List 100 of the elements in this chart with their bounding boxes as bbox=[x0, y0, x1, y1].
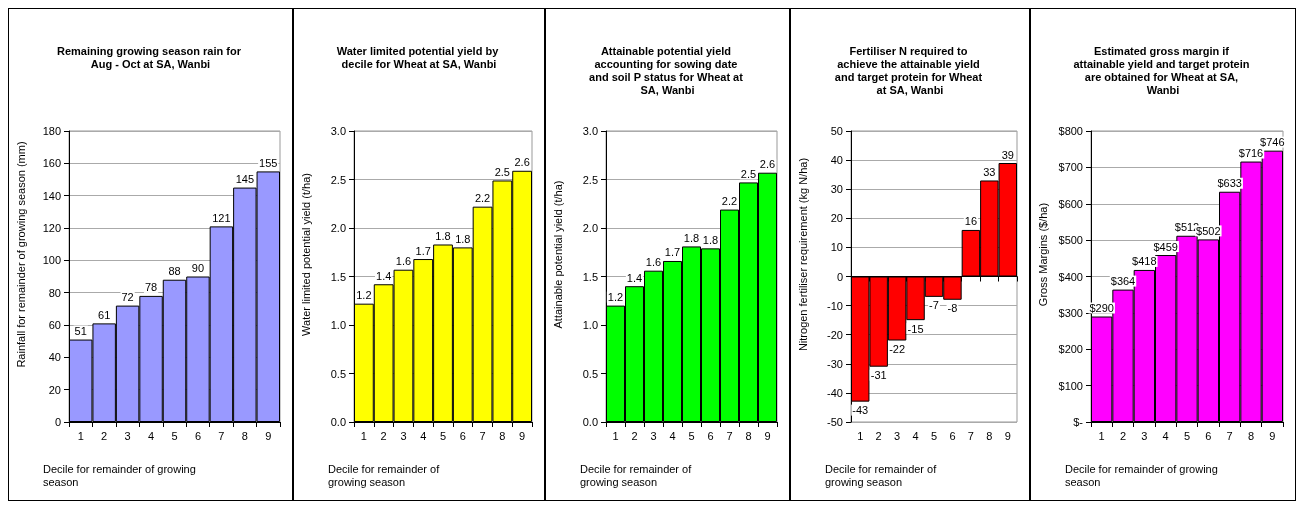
y-tick-label: -20 bbox=[827, 328, 843, 341]
data-label: 2.6 bbox=[514, 156, 530, 169]
data-label: $633 bbox=[1217, 177, 1242, 190]
data-label: -15 bbox=[907, 322, 924, 335]
data-label: -8 bbox=[947, 302, 958, 315]
y-tick-label: 2.5 bbox=[582, 173, 598, 186]
x-tick-label: 2 bbox=[875, 429, 882, 442]
x-axis-title: Decile for remainder of growing season bbox=[328, 462, 443, 488]
chart-title: Water limited potential yield by decile for Wheat at SA, Wanbi bbox=[336, 44, 502, 70]
y-tick-label: 100 bbox=[42, 254, 61, 267]
data-label: 51 bbox=[74, 325, 87, 338]
x-tick-label: 4 bbox=[912, 429, 919, 442]
data-label: $418 bbox=[1132, 255, 1157, 268]
data-label: 88 bbox=[168, 265, 181, 278]
y-tick-label: 1.0 bbox=[582, 319, 598, 331]
data-label: 1.4 bbox=[626, 271, 643, 284]
data-label: -7 bbox=[929, 299, 939, 312]
data-label: 1.6 bbox=[645, 256, 662, 269]
y-tick-label: 2.0 bbox=[330, 222, 346, 234]
x-tick-label: 3 bbox=[1141, 429, 1148, 442]
y-axis-title: Gross Margins ($/ha) bbox=[1036, 202, 1049, 307]
x-tick-label: 6 bbox=[949, 429, 956, 442]
x-tick-label: 2 bbox=[380, 429, 387, 442]
x-tick-label: 4 bbox=[420, 429, 427, 442]
y-tick-label: 180 bbox=[42, 125, 61, 137]
y-tick-label: 1.0 bbox=[330, 319, 346, 331]
x-tick-label: 9 bbox=[519, 429, 526, 442]
x-tick-label: 6 bbox=[194, 429, 202, 442]
data-label: 2.6 bbox=[759, 158, 776, 171]
x-tick-label: 7 bbox=[1226, 429, 1233, 442]
y-tick-label: 20 bbox=[48, 383, 61, 396]
x-tick-label: 5 bbox=[688, 429, 695, 442]
y-tick-label: $- bbox=[1073, 416, 1084, 428]
x-tick-label: 5 bbox=[171, 429, 178, 442]
y-tick-label: $800 bbox=[1058, 125, 1083, 137]
data-label: 2.2 bbox=[474, 192, 491, 205]
y-tick-label: $300 bbox=[1058, 306, 1083, 319]
data-label: $746 bbox=[1260, 136, 1285, 149]
x-tick-label: 6 bbox=[459, 429, 466, 442]
y-tick-label: 40 bbox=[830, 154, 843, 167]
data-label: -31 bbox=[870, 369, 887, 382]
x-tick-label: 4 bbox=[147, 429, 155, 442]
x-tick-label: 8 bbox=[241, 429, 248, 442]
y-tick-label: $200 bbox=[1058, 343, 1083, 356]
data-label: 90 bbox=[191, 262, 205, 274]
y-tick-label: 3.0 bbox=[582, 125, 598, 137]
x-tick-label: 9 bbox=[265, 429, 272, 442]
data-label: 2.2 bbox=[721, 195, 738, 208]
data-label: 145 bbox=[235, 173, 255, 186]
x-tick-label: 8 bbox=[986, 429, 993, 442]
data-label: 121 bbox=[212, 211, 231, 224]
x-tick-label: 6 bbox=[1205, 429, 1212, 442]
x-tick-label: 1 bbox=[77, 429, 84, 442]
data-label: 2.5 bbox=[740, 167, 757, 180]
y-tick-label: 0.0 bbox=[582, 416, 598, 428]
data-label: 1.2 bbox=[356, 289, 372, 302]
data-label: $716 bbox=[1238, 147, 1264, 160]
data-label: 1.8 bbox=[435, 229, 451, 242]
y-axis-title: Nitrogen fertiliser requirement (kg N/ha) bbox=[796, 157, 809, 352]
chart-title: Fertiliser N required to achieve the attainable yield and target protein for Wheat at SA, Wanbi bbox=[834, 44, 986, 96]
data-label: 1.2 bbox=[607, 291, 624, 304]
y-tick-label: $400 bbox=[1058, 270, 1083, 283]
x-tick-label: 9 bbox=[1269, 429, 1276, 442]
chart-title: Remaining growing season rain for Aug - Oct at SA, Wanbi bbox=[56, 44, 245, 70]
x-tick-label: 6 bbox=[707, 429, 714, 442]
data-label: -43 bbox=[852, 404, 869, 417]
data-label: 1.8 bbox=[455, 232, 471, 245]
data-label: $364 bbox=[1110, 275, 1136, 288]
y-tick-label: 0 bbox=[54, 416, 61, 428]
x-tick-label: 5 bbox=[1183, 429, 1191, 442]
y-tick-label: $600 bbox=[1058, 197, 1083, 210]
y-tick-label: 80 bbox=[48, 286, 61, 299]
x-tick-label: 7 bbox=[479, 429, 486, 442]
y-tick-label: 0 bbox=[836, 270, 843, 283]
y-tick-label: -40 bbox=[827, 386, 843, 399]
y-tick-label: $100 bbox=[1058, 379, 1083, 392]
x-tick-label: 8 bbox=[1247, 429, 1255, 442]
x-tick-label: 7 bbox=[218, 429, 225, 442]
y-axis-title: Rainfall for remainder of growing season (mm) bbox=[14, 141, 27, 368]
data-label: $290 bbox=[1089, 302, 1114, 315]
x-tick-label: 8 bbox=[499, 429, 506, 442]
x-tick-label: 3 bbox=[124, 429, 131, 442]
y-tick-label: 2.5 bbox=[330, 173, 346, 186]
data-label: 2.5 bbox=[494, 165, 510, 178]
x-tick-label: 3 bbox=[400, 429, 407, 442]
chart-title: Attainable potential yield accounting for sowing date and soil P status for Wheat at SA, Wanbi bbox=[589, 44, 746, 96]
data-label: 39 bbox=[1001, 148, 1014, 161]
x-tick-label: 2 bbox=[101, 429, 108, 442]
x-tick-label: 8 bbox=[745, 429, 752, 442]
y-tick-label: 10 bbox=[830, 241, 843, 254]
x-tick-label: 1 bbox=[857, 429, 864, 442]
x-axis-title: Decile for remainder of growing season bbox=[43, 462, 199, 488]
y-tick-label: 0.5 bbox=[582, 367, 598, 380]
x-tick-label: 5 bbox=[930, 429, 938, 442]
data-label: 78 bbox=[144, 281, 158, 294]
data-label: 72 bbox=[121, 291, 134, 304]
x-tick-label: 1 bbox=[360, 429, 367, 442]
data-label: -22 bbox=[889, 343, 906, 356]
x-tick-label: 2 bbox=[631, 429, 638, 442]
chart-title: Estimated gross margin if attainable yield and target protein are obtained for Wheat at SA, Wanbi bbox=[1073, 44, 1253, 96]
